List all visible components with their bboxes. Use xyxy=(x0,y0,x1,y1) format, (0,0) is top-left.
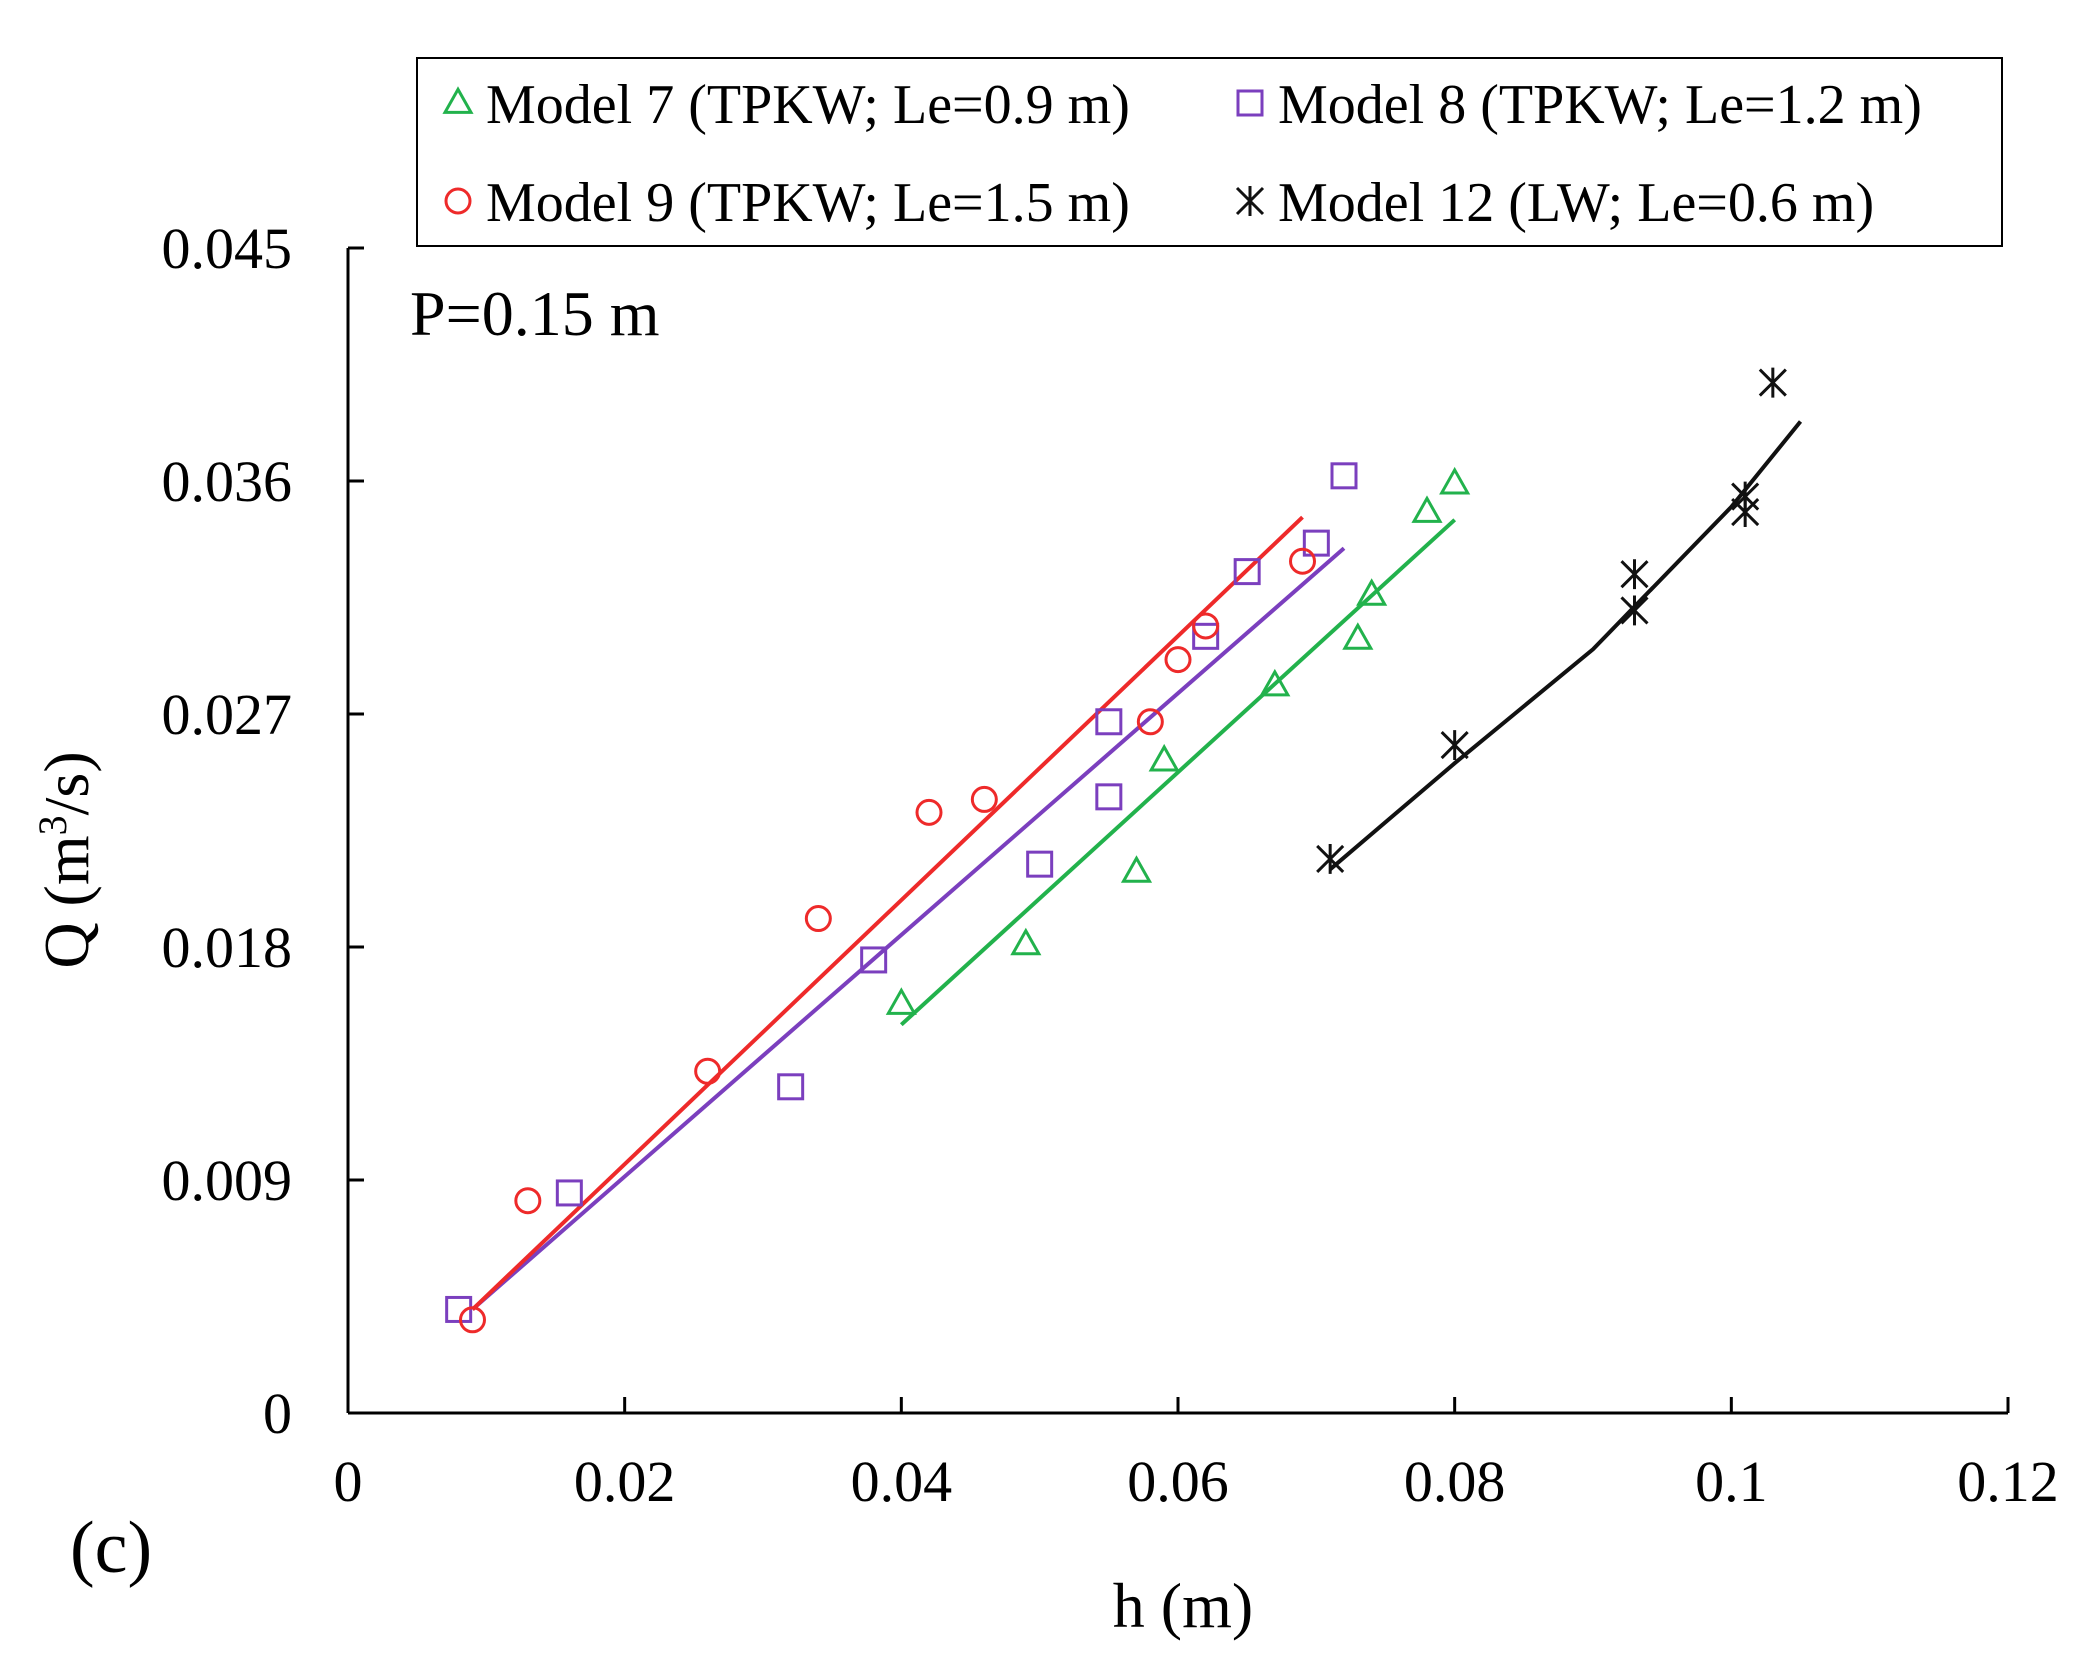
y-tick-label: 0.027 xyxy=(162,682,293,747)
y-axis: 0 0.009 0.018 0.027 0.036 0.045 xyxy=(162,216,364,1446)
data-point-series-1 xyxy=(1342,622,1374,650)
x-tick-label: 0.1 xyxy=(1695,1449,1768,1514)
x-tick-label: 0.12 xyxy=(1957,1449,2059,1514)
data-point-series-3 xyxy=(804,905,832,933)
y-axis-title: Q (m3/s) xyxy=(30,751,103,968)
data-point-series-2 xyxy=(1026,850,1054,878)
data-point-series-4 xyxy=(1758,367,1787,398)
data-point-series-1 xyxy=(1439,466,1471,495)
legend-box xyxy=(416,57,2003,247)
y-axis-title-tail: /s) xyxy=(31,751,102,815)
data-point-series-2 xyxy=(777,1073,805,1101)
data-point-series-2 xyxy=(1233,558,1261,586)
y-tick-label: 0.009 xyxy=(162,1148,293,1213)
data-point-series-3 xyxy=(915,798,943,826)
plot-annotation: P=0.15 m xyxy=(410,278,659,349)
legend-label-2: Model 8 (TPKW; Le=1.2 m) xyxy=(1278,74,1922,136)
data-point-series-1 xyxy=(1148,743,1180,772)
x-tick-label: 0.04 xyxy=(851,1449,953,1514)
y-tick-label: 0.018 xyxy=(162,915,293,980)
y-axis-title-main: Q (m xyxy=(31,835,102,968)
data-point-series-1 xyxy=(1356,578,1388,606)
data-point-series-1 xyxy=(1010,927,1042,956)
fit-line-series-1 xyxy=(899,518,1457,1027)
y-tick-label: 0.045 xyxy=(162,216,293,281)
data-point-series-3 xyxy=(694,1057,722,1085)
data-point-series-3 xyxy=(459,1306,486,1334)
x-tick-label: 0.02 xyxy=(574,1449,676,1514)
data-point-series-4 xyxy=(1620,595,1649,626)
data-point-series-3 xyxy=(1164,646,1192,674)
fit-line-series-4 xyxy=(1328,420,1803,871)
data-point-series-3 xyxy=(514,1187,542,1215)
fit-lines xyxy=(471,420,1803,1311)
y-tick-label: 0.036 xyxy=(162,449,293,514)
data-point-series-4 xyxy=(1731,481,1760,512)
y-tick-label: 0 xyxy=(263,1381,292,1446)
data-point-series-2 xyxy=(1095,783,1123,811)
legend-marker-3 xyxy=(444,187,472,215)
data-point-series-1 xyxy=(1120,855,1153,883)
data-point-series-1 xyxy=(885,987,917,1015)
legend: Model 7 (TPKW; Le=0.9 m) Model 8 (TPKW; L… xyxy=(416,57,2003,247)
data-point-series-2 xyxy=(1192,622,1220,650)
data-point-series-3 xyxy=(1192,612,1220,640)
legend-label-1: Model 7 (TPKW; Le=0.9 m) xyxy=(486,74,1130,136)
legend-marker-2 xyxy=(1236,89,1264,117)
x-tick-label: 0.08 xyxy=(1404,1449,1506,1514)
data-point-series-2 xyxy=(1302,529,1330,557)
fit-line-series-2 xyxy=(471,546,1346,1311)
data-point-series-3 xyxy=(1136,708,1164,736)
data-point-series-2 xyxy=(555,1179,583,1207)
data-point-series-3 xyxy=(1289,547,1316,575)
y-axis-title-sup: 3 xyxy=(30,815,75,835)
data-point-series-4 xyxy=(1316,844,1345,874)
data-point-series-2 xyxy=(1095,708,1123,736)
legend-label-3: Model 9 (TPKW; Le=1.5 m) xyxy=(486,172,1130,234)
x-tick-label: 0 xyxy=(334,1449,363,1514)
panel-label: (c) xyxy=(70,1507,152,1589)
data-point-series-1 xyxy=(1259,668,1291,697)
data-point-series-1 xyxy=(1411,495,1443,523)
x-tick-label: 0.06 xyxy=(1127,1449,1229,1514)
legend-label-4: Model 12 (LW; Le=0.6 m) xyxy=(1278,172,1874,234)
legend-marker-4 xyxy=(1235,186,1265,216)
x-axis: 0 0.02 0.04 0.06 0.08 0.1 0.12 xyxy=(334,1397,2059,1514)
data-point-series-4 xyxy=(1620,559,1649,590)
x-axis-title: h (m) xyxy=(1113,1570,1253,1641)
data-point-series-3 xyxy=(970,785,998,813)
fit-line-series-3 xyxy=(471,515,1304,1311)
data-point-series-2 xyxy=(860,946,888,974)
data-point-series-4 xyxy=(1440,730,1469,761)
data-markers xyxy=(445,367,1787,1334)
legend-marker-1 xyxy=(442,86,474,114)
data-point-series-2 xyxy=(1330,462,1358,490)
